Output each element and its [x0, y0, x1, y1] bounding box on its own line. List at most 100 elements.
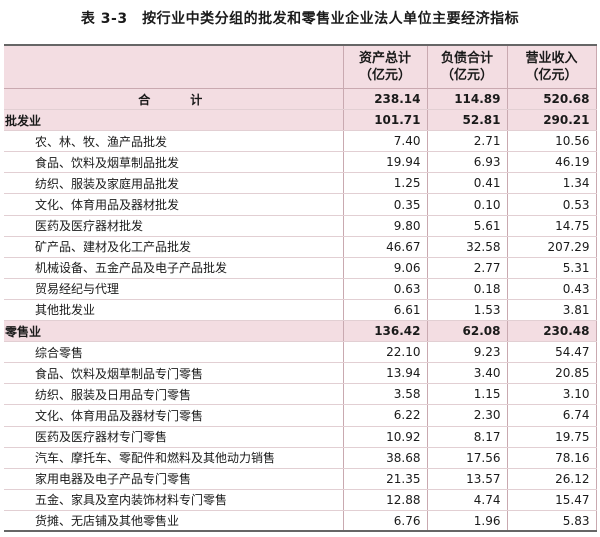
cell-liabilities: 17.56	[426, 447, 508, 469]
cell-liabilities: 8.17	[426, 426, 508, 448]
header-liabilities-unit: （亿元）	[440, 68, 493, 83]
cell-liabilities: 13.57	[426, 468, 508, 490]
table-row: 综合零售 22.10 9.23 54.47	[4, 341, 597, 364]
row-label: 批发业	[4, 109, 344, 132]
table-row: 货摊、无店铺及其他零售业 6.76 1.96 5.83	[4, 510, 597, 533]
table-row: 矿产品、建材及化工产品批发 46.67 32.58 207.29	[4, 236, 597, 258]
total-row: 合计 238.14 114.89 520.68	[4, 88, 597, 111]
header-assets-name: 资产总计	[358, 51, 411, 66]
header-assets: 资产总计 （亿元）	[342, 44, 428, 89]
row-label: 医药及医疗器材批发	[4, 215, 344, 237]
cell-assets: 9.06	[342, 257, 428, 279]
cell-revenue: 14.75	[506, 215, 597, 237]
cell-revenue: 15.47	[506, 489, 597, 511]
cell-liabilities: 5.61	[426, 215, 508, 237]
cell-liabilities: 114.89	[426, 88, 508, 111]
cell-revenue: 3.81	[506, 299, 597, 322]
cell-assets: 10.92	[342, 426, 428, 448]
cell-assets: 12.88	[342, 489, 428, 511]
cell-assets: 7.40	[342, 130, 428, 153]
cell-liabilities: 32.58	[426, 236, 508, 258]
row-label: 文化、体育用品及器材批发	[4, 193, 344, 216]
cell-revenue: 0.53	[506, 193, 597, 216]
cell-liabilities: 4.74	[426, 489, 508, 511]
header-revenue: 营业收入 （亿元）	[506, 44, 597, 89]
cell-assets: 38.68	[342, 447, 428, 469]
cell-liabilities: 1.53	[426, 299, 508, 322]
cell-assets: 0.35	[342, 193, 428, 216]
row-label: 综合零售	[4, 341, 344, 364]
cell-assets: 3.58	[342, 383, 428, 406]
table-row: 纺织、服装及家庭用品批发 1.25 0.41 1.34	[4, 172, 597, 195]
cell-revenue: 3.10	[506, 383, 597, 406]
header-liabilities-name: 负债合计	[440, 51, 493, 66]
cell-revenue: 1.34	[506, 172, 597, 195]
cell-assets: 21.35	[342, 468, 428, 490]
cell-revenue: 0.43	[506, 278, 597, 300]
table-row: 文化、体育用品及器材专门零售 6.22 2.30 6.74	[4, 404, 597, 427]
cell-liabilities: 9.23	[426, 341, 508, 364]
row-label: 纺织、服装及日用品专门零售	[4, 383, 344, 406]
cell-liabilities: 0.18	[426, 278, 508, 300]
table-row: 医药及医疗器材专门零售 10.92 8.17 19.75	[4, 426, 597, 448]
cell-liabilities: 2.71	[426, 130, 508, 153]
table-row: 家用电器及电子产品专门零售 21.35 13.57 26.12	[4, 468, 597, 490]
cell-revenue: 6.74	[506, 404, 597, 427]
row-label: 机械设备、五金产品及电子产品批发	[4, 257, 344, 279]
row-label: 货摊、无店铺及其他零售业	[4, 510, 344, 533]
row-label: 家用电器及电子产品专门零售	[4, 468, 344, 490]
table-row: 其他批发业 6.61 1.53 3.81	[4, 299, 597, 322]
cell-revenue: 46.19	[506, 151, 597, 174]
cell-revenue: 54.47	[506, 341, 597, 364]
row-label: 食品、饮料及烟草制品专门零售	[4, 362, 344, 385]
cell-revenue: 20.85	[506, 362, 597, 385]
cell-liabilities: 62.08	[426, 320, 508, 343]
cell-liabilities: 0.10	[426, 193, 508, 216]
row-label: 五金、家具及室内装饰材料专门零售	[4, 489, 344, 511]
cell-revenue: 5.31	[506, 257, 597, 279]
row-label: 其他批发业	[4, 299, 344, 322]
table-title: 表 3-3 按行业中类分组的批发和零售业企业法人单位主要经济指标	[80, 11, 520, 27]
header-revenue-unit: （亿元）	[525, 68, 578, 83]
table-body: 合计 238.14 114.89 520.68 批发业 101.71 52.81 290.21…	[4, 88, 597, 533]
cell-assets: 9.80	[342, 215, 428, 237]
table-row: 食品、饮料及烟草制品批发 19.94 6.93 46.19	[4, 151, 597, 174]
cell-revenue: 290.21	[506, 109, 597, 132]
row-label: 文化、体育用品及器材专门零售	[4, 404, 344, 427]
table-row: 贸易经纪与代理 0.63 0.18 0.43	[4, 278, 597, 300]
row-label: 矿产品、建材及化工产品批发	[4, 236, 344, 258]
cell-assets: 6.76	[342, 510, 428, 533]
cell-liabilities: 1.96	[426, 510, 508, 533]
cell-revenue: 26.12	[506, 468, 597, 490]
row-label: 贸易经纪与代理	[4, 278, 344, 300]
row-label: 农、林、牧、渔产品批发	[4, 130, 344, 153]
cell-assets: 19.94	[342, 151, 428, 174]
cell-assets: 13.94	[342, 362, 428, 385]
table-header: 资产总计 （亿元） 负债合计 （亿元） 营业收入 （亿元）	[4, 44, 597, 89]
cell-assets: 0.63	[342, 278, 428, 300]
header-blank	[4, 44, 344, 89]
row-label: 汽车、摩托车、零配件和燃料及其他动力销售	[4, 447, 344, 469]
cell-liabilities: 2.77	[426, 257, 508, 279]
table-row: 纺织、服装及日用品专门零售 3.58 1.15 3.10	[4, 383, 597, 406]
cell-assets: 6.61	[342, 299, 428, 322]
row-label: 食品、饮料及烟草制品批发	[4, 151, 344, 174]
cell-revenue: 78.16	[506, 447, 597, 469]
cell-revenue: 10.56	[506, 130, 597, 153]
cell-revenue: 5.83	[506, 510, 597, 533]
header-row: 资产总计 （亿元） 负债合计 （亿元） 营业收入 （亿元）	[4, 44, 597, 89]
cell-assets: 1.25	[342, 172, 428, 195]
cell-revenue: 520.68	[506, 88, 597, 111]
header-liabilities: 负债合计 （亿元）	[426, 44, 508, 89]
economic-indicators-table: 资产总计 （亿元） 负债合计 （亿元） 营业收入 （亿元） 合计 238.14 11…	[4, 44, 597, 533]
cell-assets: 46.67	[342, 236, 428, 258]
table-row: 汽车、摩托车、零配件和燃料及其他动力销售 38.68 17.56 78.16	[4, 447, 597, 469]
table-row: 农、林、牧、渔产品批发 7.40 2.71 10.56	[4, 130, 597, 153]
cell-liabilities: 0.41	[426, 172, 508, 195]
cell-liabilities: 52.81	[426, 109, 508, 132]
header-assets-unit: （亿元）	[358, 68, 411, 83]
category-row: 批发业 101.71 52.81 290.21	[4, 109, 597, 132]
row-label: 零售业	[4, 320, 344, 343]
cell-liabilities: 3.40	[426, 362, 508, 385]
cell-assets: 6.22	[342, 404, 428, 427]
